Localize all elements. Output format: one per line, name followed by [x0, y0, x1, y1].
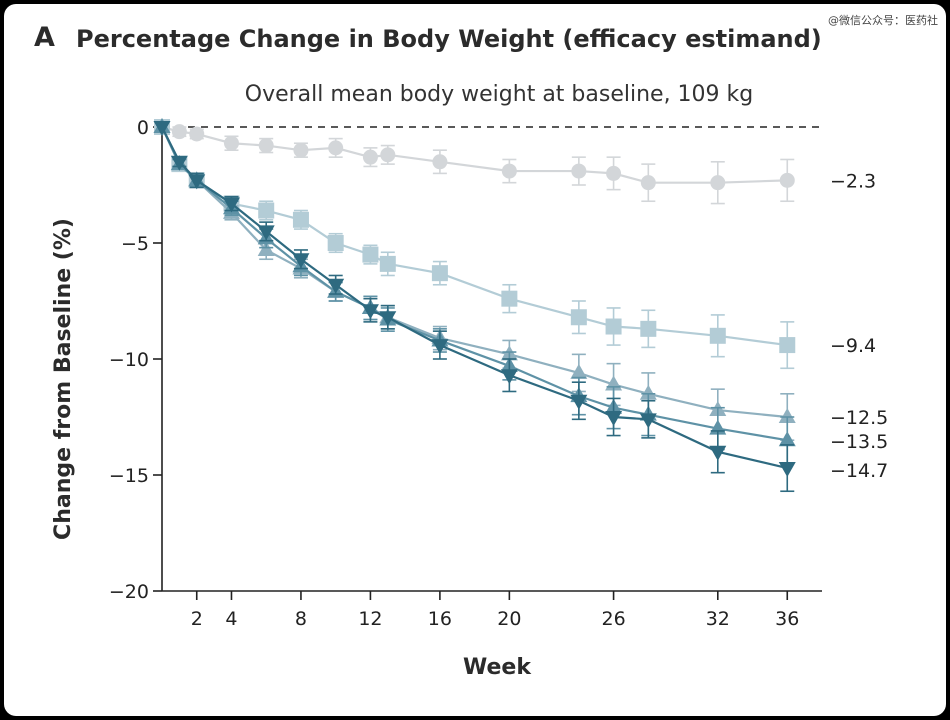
data-point [778, 431, 796, 447]
data-point [170, 155, 188, 171]
data-point [639, 413, 657, 429]
y-tick-label: −20 [109, 581, 149, 603]
series-line [161, 126, 788, 442]
series-line [161, 125, 788, 184]
data-point [327, 278, 345, 294]
data-point [571, 163, 587, 179]
data-point [293, 142, 309, 158]
series-3 [153, 118, 796, 465]
data-point [171, 124, 187, 140]
data-point [380, 147, 396, 163]
x-tick-label: 8 [295, 608, 307, 630]
data-point [779, 337, 796, 354]
x-tick-label: 20 [497, 608, 521, 630]
data-point [188, 174, 206, 190]
panel-letter: A [34, 22, 55, 53]
data-point [189, 126, 205, 142]
x-tick-label: 12 [358, 608, 382, 630]
chart-figure: @微信公众号：医药社 A Percentage Change in Body W… [4, 4, 946, 716]
x-tick-label: 16 [428, 608, 452, 630]
data-point [258, 202, 275, 219]
x-tick-label: 36 [775, 608, 799, 630]
series-line [161, 126, 788, 419]
data-point [570, 309, 587, 326]
y-tick-label: −10 [109, 349, 149, 371]
data-point [710, 175, 726, 191]
data-point [379, 311, 397, 327]
data-point [500, 369, 518, 385]
data-point [431, 339, 449, 355]
data-point [292, 253, 310, 269]
data-point [501, 163, 517, 179]
x-tick-label: 4 [225, 608, 237, 630]
data-point [605, 318, 622, 335]
data-point [779, 172, 795, 188]
chart-title: Percentage Change in Body Weight (effica… [76, 25, 822, 53]
data-point [778, 408, 796, 423]
data-point [257, 225, 275, 241]
x-axis-label: Week [463, 655, 532, 680]
y-tick-label: 0 [137, 117, 149, 139]
watermark: @微信公众号：医药社 [828, 14, 938, 27]
data-point [570, 363, 588, 379]
data-point [379, 255, 396, 272]
data-point [361, 304, 379, 320]
y-tick-label: −15 [109, 465, 149, 487]
end-label: −14.7 [830, 460, 888, 482]
data-point [222, 197, 240, 213]
plot-area: 0 −5 −10 −15 −20 2 4 8 12 16 20 26 32 36 −2.3 −9.4 −12.… [51, 117, 888, 680]
data-point [362, 149, 378, 165]
data-point [257, 240, 275, 256]
chart-subtitle: Overall mean body weight at baseline, 10… [244, 82, 754, 107]
data-point [153, 121, 171, 136]
data-point [362, 246, 379, 263]
data-point [258, 138, 274, 154]
data-point [709, 445, 727, 461]
data-point [327, 235, 344, 251]
data-point [605, 411, 623, 426]
data-point [640, 175, 656, 191]
x-tick-label: 32 [706, 608, 730, 630]
data-point [501, 290, 518, 307]
series-layer [153, 118, 796, 493]
data-point [709, 327, 726, 344]
y-tick-label: −5 [121, 233, 149, 255]
end-label: −2.3 [830, 170, 876, 192]
axes: 0 −5 −10 −15 −20 2 4 8 12 16 20 26 32 36 [109, 117, 822, 630]
data-point [431, 265, 448, 282]
series-1 [154, 119, 796, 370]
end-labels: −2.3 −9.4 −12.5−13.5 −14.7 [830, 170, 888, 482]
data-point [640, 320, 657, 337]
x-tick-label: 26 [601, 608, 625, 630]
y-axis-label: Change from Baseline (%) [51, 218, 76, 540]
data-point [606, 165, 622, 181]
data-point [639, 384, 657, 400]
data-point [223, 135, 239, 151]
series-line [161, 126, 788, 470]
end-label: −9.4 [830, 335, 876, 357]
data-point [778, 462, 796, 478]
data-point [292, 211, 309, 228]
data-point [328, 140, 344, 156]
series-line [161, 126, 788, 347]
x-tick-label: 2 [191, 608, 203, 630]
series-0 [154, 119, 795, 205]
data-point [432, 154, 448, 170]
end-label: −13.5 [830, 431, 888, 453]
series-4 [153, 121, 796, 493]
data-point [570, 394, 588, 410]
end-label: −12.5 [830, 407, 888, 429]
